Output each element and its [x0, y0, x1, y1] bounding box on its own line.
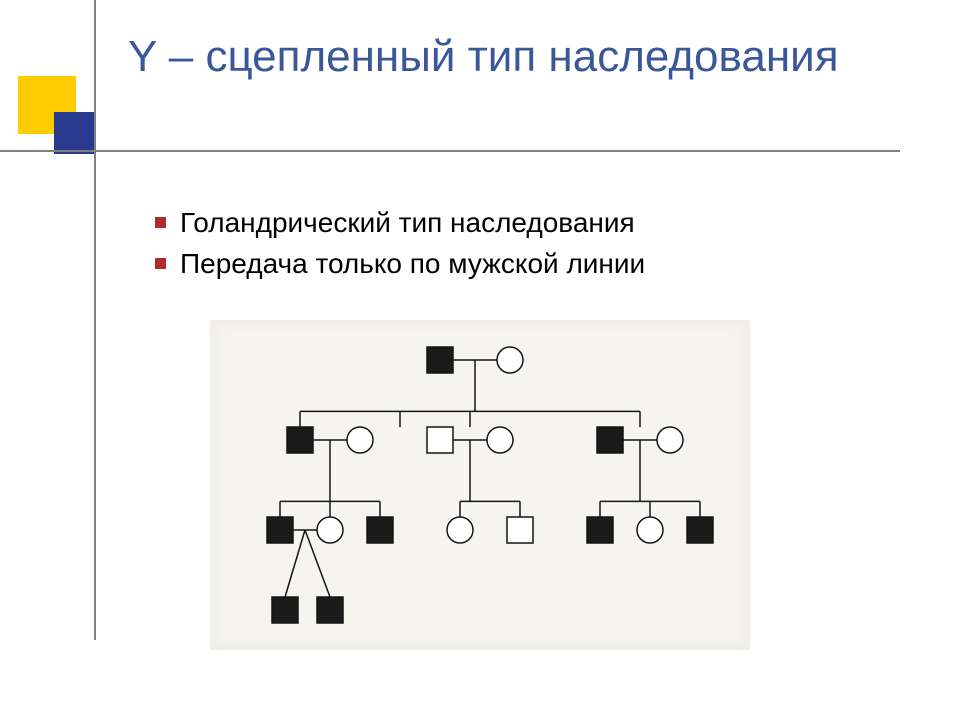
pedigree-male	[367, 517, 393, 543]
pedigree-female	[657, 427, 683, 453]
bullet-marker	[155, 258, 166, 269]
pedigree-female	[637, 517, 663, 543]
pedigree-female	[447, 517, 473, 543]
bullet-item: Передача только по мужской линии	[155, 246, 875, 281]
deco-v-line	[94, 0, 96, 640]
pedigree-female	[347, 427, 373, 453]
pedigree-male	[267, 517, 293, 543]
pedigree-male	[317, 597, 343, 623]
bullet-text: Голандрический тип наследования	[180, 205, 635, 240]
pedigree-svg	[210, 320, 750, 650]
pedigree-male	[287, 427, 313, 453]
pedigree-male	[687, 517, 713, 543]
pedigree-female	[497, 347, 523, 373]
pedigree-female	[487, 427, 513, 453]
pedigree-male	[272, 597, 298, 623]
bullet-marker	[155, 217, 166, 228]
bullet-item: Голандрический тип наследования	[155, 205, 875, 240]
slide-title: Y – сцепленный тип наследования	[128, 32, 888, 83]
pedigree-female	[317, 517, 343, 543]
pedigree-male	[587, 517, 613, 543]
deco-blue-square	[54, 112, 96, 154]
pedigree-male	[427, 347, 453, 373]
pedigree-male	[427, 427, 453, 453]
bullet-list: Голандрический тип наследования Передача …	[155, 205, 875, 287]
pedigree-chart	[210, 320, 750, 650]
bullet-text: Передача только по мужской линии	[180, 246, 645, 281]
pedigree-male	[507, 517, 533, 543]
deco-h-line	[0, 150, 900, 152]
pedigree-male	[597, 427, 623, 453]
title-block: Y – сцепленный тип наследования	[128, 32, 888, 83]
slide: Y – сцепленный тип наследования Голандри…	[0, 0, 960, 720]
